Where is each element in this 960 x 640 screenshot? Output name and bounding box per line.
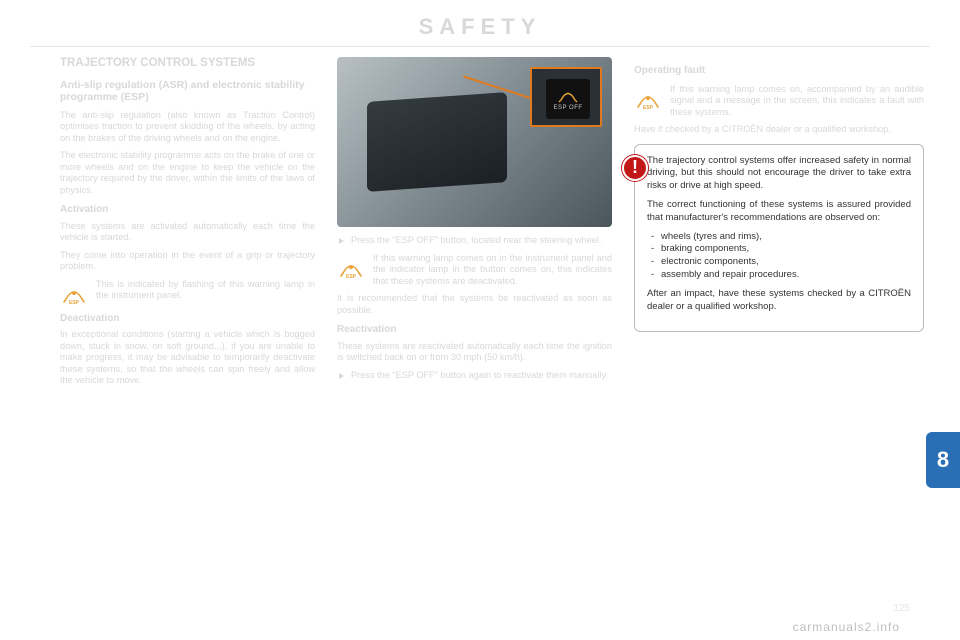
column-middle: ESP OFF Press the "ESP OFF" button, loca… xyxy=(337,57,612,393)
warning-lamp-text: If this warning lamp comes on in the ins… xyxy=(373,253,612,288)
esp-warning-lamp-icon: ESP xyxy=(60,279,88,305)
paragraph: These systems are reactivated automatica… xyxy=(337,341,612,364)
esp-off-button-illustration: ESP OFF xyxy=(546,79,590,119)
warning-list: wheels (tyres and rims), braking compone… xyxy=(647,231,911,282)
list-item: electronic components, xyxy=(647,256,911,269)
esp-warning-lamp-icon: ESP xyxy=(634,84,662,110)
section-title: TRAJECTORY CONTROL SYSTEMS xyxy=(60,57,315,71)
alert-icon: ! xyxy=(622,155,648,181)
heading-operating-fault: Operating fault xyxy=(634,65,924,78)
column-right: Operating fault ESP If this warning lamp… xyxy=(634,57,924,393)
subsection-title: Anti-slip regulation (ASR) and electroni… xyxy=(60,79,315,104)
list-item: braking components, xyxy=(647,243,911,256)
svg-text:ESP: ESP xyxy=(346,274,357,279)
page: SAFETY TRAJECTORY CONTROL SYSTEMS Anti-s… xyxy=(0,0,960,640)
esp-warning-lamp-icon: ESP xyxy=(337,253,365,279)
warning-lamp-text: If this warning lamp comes on, accompani… xyxy=(670,84,924,119)
warning-text: After an impact, have these systems chec… xyxy=(647,288,911,314)
dashboard-photo: ESP OFF xyxy=(337,57,612,227)
paragraph: In exceptional conditions (starting a ve… xyxy=(60,329,315,387)
warning-lamp-row: ESP If this warning lamp comes on in the… xyxy=(337,253,612,288)
page-header: SAFETY xyxy=(0,0,960,40)
section-tab: 8 xyxy=(926,432,960,488)
heading-reactivation: Reactivation xyxy=(337,324,612,337)
warning-lamp-row: ESP This is indicated by flashing of thi… xyxy=(60,279,315,305)
warning-lamp-row: ESP If this warning lamp comes on, accom… xyxy=(634,84,924,119)
list-item: wheels (tyres and rims), xyxy=(647,231,911,244)
svg-text:ESP: ESP xyxy=(643,105,654,110)
instruction: Press the "ESP OFF" button again to reac… xyxy=(337,370,612,382)
paragraph: Have it checked by a CITROËN dealer or a… xyxy=(634,124,924,136)
list-item: assembly and repair procedures. xyxy=(647,269,911,282)
paragraph: The anti-slip regulation (also known as … xyxy=(60,110,315,145)
paragraph: These systems are activated automaticall… xyxy=(60,221,315,244)
photo-inset: ESP OFF xyxy=(530,67,602,127)
footer-watermark: carmanuals2.info xyxy=(793,620,900,634)
page-number: 125 xyxy=(893,603,910,614)
column-left: TRAJECTORY CONTROL SYSTEMS Anti-slip reg… xyxy=(60,57,315,393)
heading-activation: Activation xyxy=(60,204,315,217)
columns: TRAJECTORY CONTROL SYSTEMS Anti-slip reg… xyxy=(0,47,960,393)
paragraph: They come into operation in the event of… xyxy=(60,250,315,273)
photo-dashboard-panel xyxy=(367,92,507,192)
esp-off-label: ESP OFF xyxy=(553,105,582,113)
warning-text: The correct functioning of these systems… xyxy=(647,199,911,225)
paragraph: It is recommended that the systems be re… xyxy=(337,293,612,316)
svg-text:ESP: ESP xyxy=(69,300,80,305)
instruction: Press the "ESP OFF" button, located near… xyxy=(337,235,612,247)
warning-box: ! The trajectory control systems offer i… xyxy=(634,144,924,333)
warning-lamp-text: This is indicated by flashing of this wa… xyxy=(96,279,315,305)
heading-deactivation: Deactivation xyxy=(60,313,315,326)
paragraph: The electronic stability programme acts … xyxy=(60,150,315,196)
warning-text: The trajectory control systems offer inc… xyxy=(647,155,911,193)
